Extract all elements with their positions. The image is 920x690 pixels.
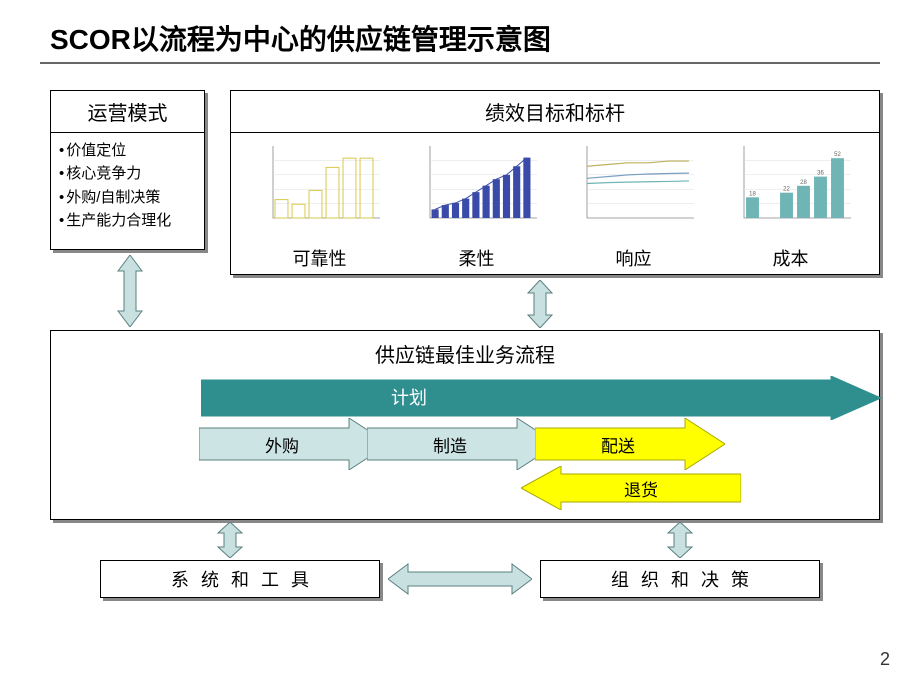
performance-header: 绩效目标和标杆 [231,91,879,133]
systems-tools-box: 系统和工具 [100,560,380,598]
chart-label: 可靠性 [250,245,390,271]
slide-title: SCOR以流程为中心的供应链管理示意图 [50,18,551,58]
best-practices-box: 供应链最佳业务流程 计划 外购 制造 配送 退货 [50,330,880,520]
svg-text:36: 36 [817,171,824,177]
charts-row: 可靠性 柔性 响应 18 22 28 36 52 成本 [231,133,879,271]
performance-box: 绩效目标和标杆 可靠性 柔性 响应 18 22 28 36 52 成本 [230,90,880,275]
make-label: 制造 [355,432,545,457]
list-item: 价值定位 [59,139,204,162]
return-label: 退货 [531,476,751,501]
chart-flexibility: 柔性 [407,141,547,271]
connector-arrow-horizontal [388,562,532,596]
chart-cost: 18 22 28 36 52 成本 [721,141,861,271]
chart-label: 柔性 [407,245,547,271]
plan-label: 计划 [391,384,427,410]
bar-chart-icon: 18 22 28 36 52 [726,141,856,236]
best-practices-header: 供应链最佳业务流程 [51,331,879,374]
list-item: 外购/自制决策 [59,186,204,209]
chart-reliability: 可靠性 [250,141,390,271]
svg-text:28: 28 [800,180,807,186]
connector-arrow-vertical [520,280,560,328]
operating-model-box: 运营模式 价值定位 核心竞争力 外购/自制决策 生产能力合理化 [50,90,205,250]
return-arrow: 退货 [521,466,741,515]
svg-text:18: 18 [749,191,756,197]
connector-arrow-vertical [210,522,250,558]
connector-arrow-vertical [110,255,150,327]
flow-diagram: 计划 外购 制造 配送 退货 [51,374,879,514]
page-number: 2 [880,649,890,670]
list-item: 生产能力合理化 [59,209,204,232]
chart-label: 成本 [721,245,861,271]
line-chart-icon [569,141,699,236]
operating-model-list: 价值定位 核心竞争力 外购/自制决策 生产能力合理化 [59,139,204,232]
svg-text:52: 52 [834,152,841,158]
bar-chart-icon [255,141,385,236]
connector-arrow-vertical [660,522,700,558]
svg-text:22: 22 [783,187,790,193]
operating-model-header: 运营模式 [51,91,204,133]
plan-arrow [201,376,881,420]
list-item: 核心竞争力 [59,162,204,185]
org-decision-box: 组织和决策 [540,560,820,598]
title-underline [40,62,880,64]
deliver-label: 配送 [523,432,713,457]
chart-response: 响应 [564,141,704,271]
bar-line-chart-icon [412,141,542,236]
source-label: 外购 [187,432,377,457]
chart-label: 响应 [564,245,704,271]
